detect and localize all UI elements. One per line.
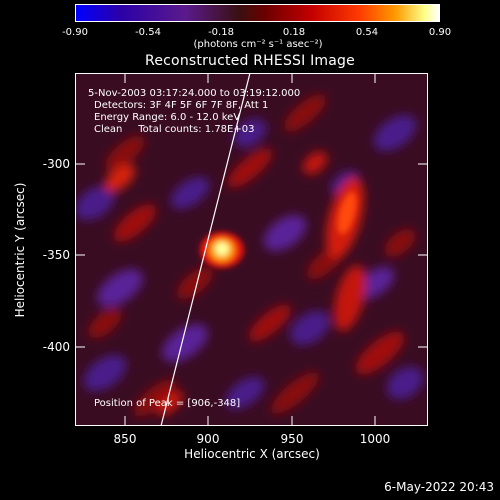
colorbar-unit: (photons cm⁻² s⁻¹ asec⁻²) bbox=[193, 39, 323, 50]
colorbar bbox=[75, 4, 440, 22]
x-tick: 950 bbox=[280, 432, 304, 446]
y-tick: -300 bbox=[42, 157, 70, 171]
time-range: 5-Nov-2003 03:17:24.000 to 03:19:12.000 bbox=[88, 88, 301, 99]
image-title: Reconstructed RHESSI Image bbox=[145, 53, 355, 69]
x-tick: 850 bbox=[113, 432, 137, 446]
rhessi-image bbox=[75, 73, 428, 426]
detectors: Detectors: 3F 4F 5F 6F 7F 8F, Att 1 bbox=[94, 100, 269, 111]
x-axis-label: Heliocentric X (arcsec) bbox=[184, 447, 320, 461]
x-tick: 1000 bbox=[359, 432, 391, 446]
y-tick: -350 bbox=[42, 248, 70, 262]
colorbar-tick: -0.18 bbox=[208, 27, 234, 38]
x-tick: 900 bbox=[196, 432, 220, 446]
solar-limb-line bbox=[160, 73, 251, 426]
energy-range: Energy Range: 6.0 - 12.0 keV bbox=[94, 112, 241, 123]
colorbar-tick: 0.18 bbox=[282, 27, 306, 38]
colorbar-tick: -0.90 bbox=[62, 27, 88, 38]
colorbar-tick: -0.54 bbox=[135, 27, 161, 38]
colorbar-tick: 0.90 bbox=[428, 27, 452, 38]
y-tick: -400 bbox=[42, 340, 70, 354]
clean-counts: Clean Total counts: 1.78E+03 bbox=[94, 124, 255, 135]
colorbar-tick: 0.54 bbox=[355, 27, 379, 38]
y-axis-label: Heliocentric Y (arcsec) bbox=[13, 182, 27, 318]
timestamp: 6-May-2022 20:43 bbox=[384, 480, 494, 494]
peak-position: Position of Peak = [906,-348] bbox=[94, 398, 241, 409]
